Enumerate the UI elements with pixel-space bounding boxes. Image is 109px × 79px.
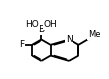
Text: N: N: [66, 35, 72, 44]
Text: OH: OH: [44, 20, 57, 29]
Text: Me: Me: [88, 30, 100, 39]
Text: B: B: [38, 25, 44, 34]
Text: F: F: [19, 40, 24, 49]
Text: HO: HO: [25, 20, 39, 29]
